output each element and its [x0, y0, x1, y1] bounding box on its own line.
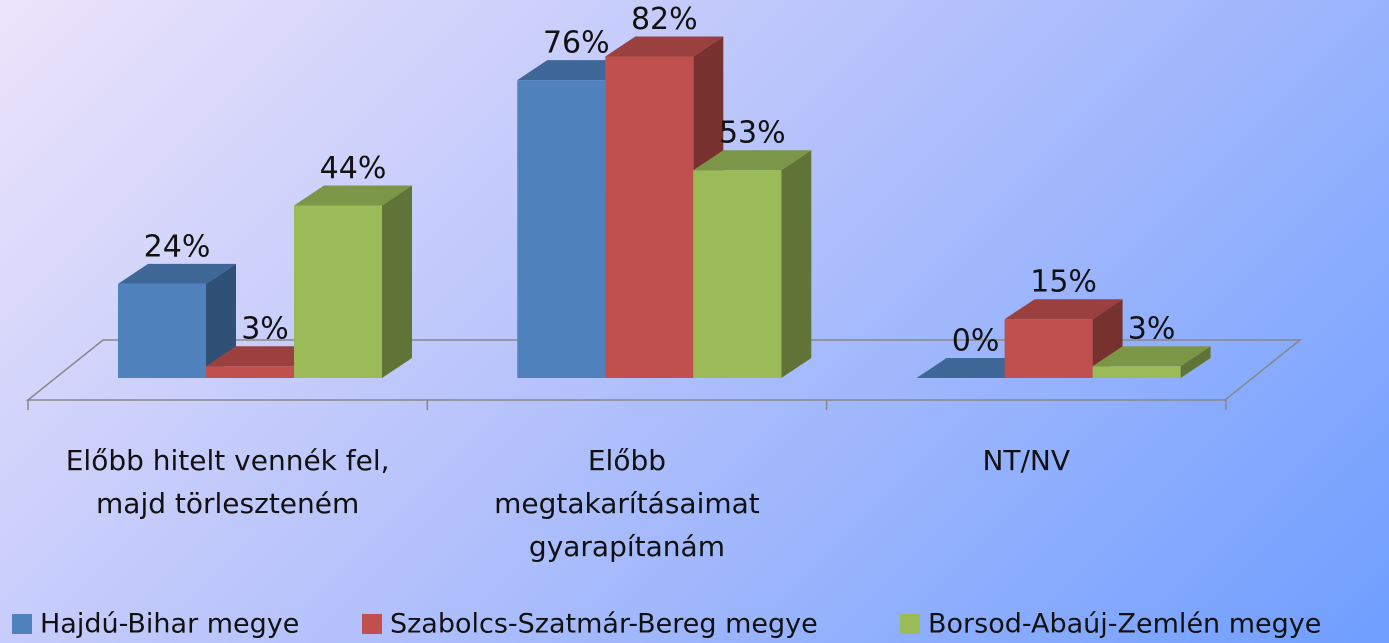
legend-label: Szabolcs-Szatmár-Bereg megye [390, 609, 818, 640]
x-tick-label: megtakarításaimat [494, 487, 760, 520]
x-tick-label: majd törleszteném [96, 487, 359, 520]
bar-face [1180, 346, 1211, 378]
bar-face [693, 150, 812, 171]
x-tick-label: NT/NV [982, 444, 1070, 477]
bar-face [294, 185, 412, 206]
legend-swatch [12, 614, 32, 634]
x-tick-label: Előbb [588, 444, 666, 477]
bar-face [294, 205, 382, 378]
data-label: 0% [952, 324, 1000, 359]
bar-face [382, 185, 412, 378]
bar [693, 150, 812, 378]
legend-label: Hajdú-Bihar megye [40, 609, 299, 640]
bar-face [118, 263, 236, 284]
bar-face [517, 80, 606, 378]
x-tick-label: gyarapítanám [529, 530, 725, 563]
bar [1004, 299, 1123, 378]
data-label: 53% [719, 116, 786, 151]
bar [118, 263, 236, 378]
data-label: 3% [1128, 312, 1176, 347]
bar [294, 185, 412, 378]
data-label: 3% [241, 312, 289, 347]
legend-label: Borsod-Abaúj-Zemlén megye [928, 609, 1321, 640]
bar-face [206, 263, 236, 378]
bar-face [693, 170, 782, 378]
bar [1092, 346, 1211, 378]
data-label: 76% [543, 26, 610, 61]
bar-face [605, 56, 694, 379]
legend-swatch [362, 614, 382, 634]
bar-face [781, 150, 812, 378]
bar-face [206, 366, 294, 378]
bar-face [605, 36, 724, 57]
data-label: 15% [1030, 265, 1097, 300]
x-tick-label: Előbb hitelt vennék fel, [66, 444, 390, 477]
bar-face [118, 283, 206, 378]
bar-face [1004, 299, 1123, 320]
legend-swatch [900, 614, 920, 634]
bar-face [1092, 346, 1211, 367]
data-label: 24% [144, 229, 211, 264]
data-label: 44% [320, 151, 387, 186]
data-label: 82% [631, 2, 698, 37]
bar-face [1004, 319, 1093, 378]
bar-face [1092, 366, 1181, 378]
